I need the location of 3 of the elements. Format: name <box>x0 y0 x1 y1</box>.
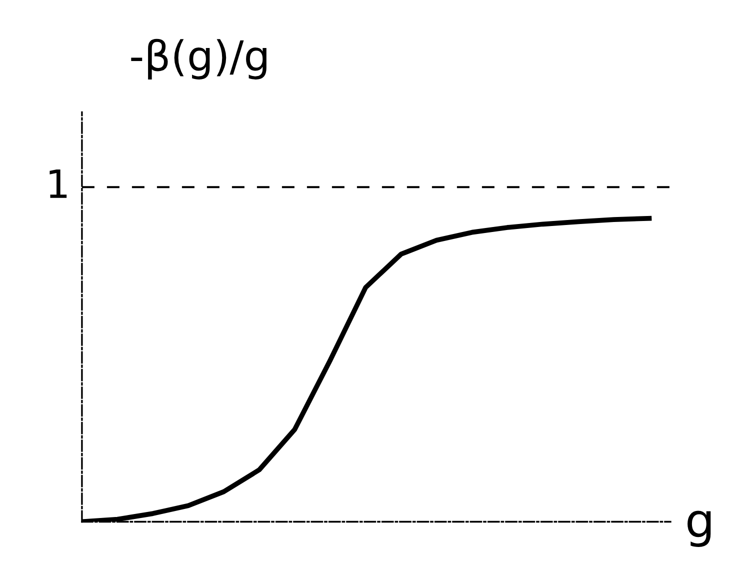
ref-line-label: 1 <box>50 170 67 198</box>
x-axis-title: g <box>688 510 711 547</box>
y-axis-title: -β(g)/g <box>131 38 266 80</box>
